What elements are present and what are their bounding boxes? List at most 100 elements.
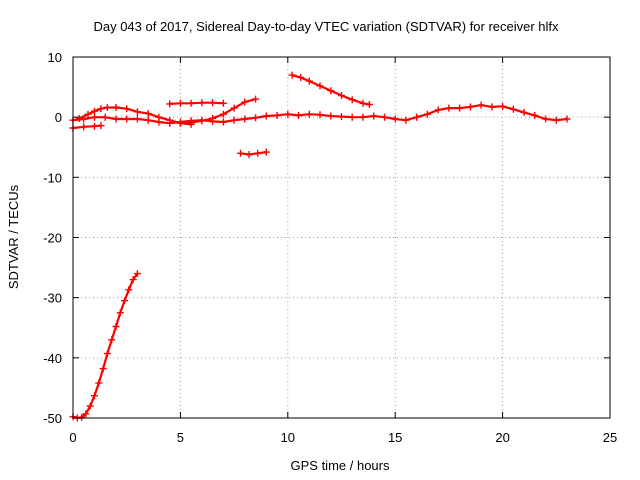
data-point: [112, 104, 120, 111]
data-point: [391, 115, 399, 123]
data-point: [198, 99, 206, 107]
data-point: [327, 112, 335, 120]
data-point: [125, 286, 133, 294]
data-point: [520, 108, 528, 116]
data-point: [78, 413, 86, 421]
data-point: [91, 392, 98, 400]
data-point: [327, 87, 335, 95]
data-point: [166, 116, 174, 124]
data-point: [209, 99, 217, 107]
grid: [73, 57, 610, 418]
data-point: [359, 99, 367, 107]
x-tick-label: 20: [495, 430, 509, 445]
data-point: [209, 114, 217, 122]
data-point: [348, 113, 356, 121]
data-point: [121, 297, 129, 305]
data-point: [133, 108, 141, 116]
data-point: [219, 99, 227, 107]
y-tick-label: 0: [55, 110, 62, 125]
data-point: [254, 149, 262, 157]
data-point: [116, 309, 124, 317]
data-point: [133, 115, 141, 123]
y-tick-label: 10: [48, 50, 62, 65]
data-point: [75, 114, 83, 122]
data-series: [69, 71, 571, 422]
data-point: [230, 104, 238, 112]
y-tick-label: -50: [43, 411, 62, 426]
x-tick-label: 15: [388, 430, 402, 445]
data-point: [166, 100, 174, 108]
data-point: [97, 122, 105, 130]
x-tick-label: 0: [69, 430, 76, 445]
data-point: [230, 116, 238, 124]
data-point: [91, 107, 98, 115]
data-point: [84, 110, 92, 118]
data-point: [112, 115, 120, 123]
data-point: [316, 111, 324, 119]
data-point: [155, 113, 163, 121]
data-point: [348, 96, 356, 104]
series-5: [69, 122, 105, 132]
data-point: [370, 112, 378, 120]
data-point: [445, 104, 453, 112]
x-axis-label: GPS time / hours: [291, 458, 390, 473]
data-point: [99, 365, 107, 373]
chart-title: Day 043 of 2017, Sidereal Day-to-day VTE…: [93, 19, 559, 34]
data-point: [563, 115, 571, 123]
data-point: [237, 149, 244, 157]
data-point: [219, 110, 227, 118]
data-point: [434, 106, 442, 114]
x-tick-label: 10: [281, 430, 295, 445]
y-tick-label: -20: [43, 231, 62, 246]
series-0: [69, 270, 141, 422]
series-4: [176, 95, 260, 127]
data-point: [198, 117, 206, 125]
y-axis-label: SDTVAR / TECUs: [6, 184, 21, 289]
y-tick-label: -40: [43, 351, 62, 366]
data-point: [123, 105, 131, 113]
data-point: [133, 270, 141, 278]
data-point: [101, 113, 109, 121]
series-line: [239, 151, 268, 156]
data-point: [129, 276, 137, 284]
data-point: [552, 116, 560, 124]
data-point: [91, 122, 98, 130]
data-point: [477, 101, 485, 109]
data-point: [187, 119, 195, 127]
data-point: [488, 103, 496, 111]
data-point: [187, 99, 195, 107]
series-3: [166, 99, 227, 108]
data-point: [82, 410, 90, 418]
data-point: [241, 98, 249, 106]
data-point: [531, 111, 539, 119]
data-point: [144, 116, 152, 124]
data-point: [80, 123, 88, 131]
data-point: [123, 115, 131, 123]
series-7: [288, 71, 373, 108]
series-6: [237, 148, 270, 158]
y-tick-label: -30: [43, 291, 62, 306]
data-point: [456, 104, 464, 112]
data-point: [262, 112, 270, 120]
data-point: [95, 379, 103, 387]
data-point: [245, 151, 253, 158]
data-point: [97, 105, 105, 113]
data-point: [86, 402, 94, 410]
data-point: [381, 113, 388, 121]
data-point: [252, 114, 260, 122]
data-point: [466, 103, 474, 111]
data-point: [144, 110, 152, 118]
data-point: [423, 110, 431, 118]
series-2: [75, 104, 195, 128]
data-point: [252, 95, 260, 103]
data-point: [103, 104, 111, 111]
data-point: [288, 71, 296, 79]
data-point: [297, 74, 305, 81]
data-point: [316, 82, 324, 90]
data-point: [284, 110, 292, 118]
x-tick-label: 25: [603, 430, 617, 445]
data-point: [219, 118, 227, 126]
data-point: [273, 111, 281, 119]
data-point: [112, 323, 120, 330]
